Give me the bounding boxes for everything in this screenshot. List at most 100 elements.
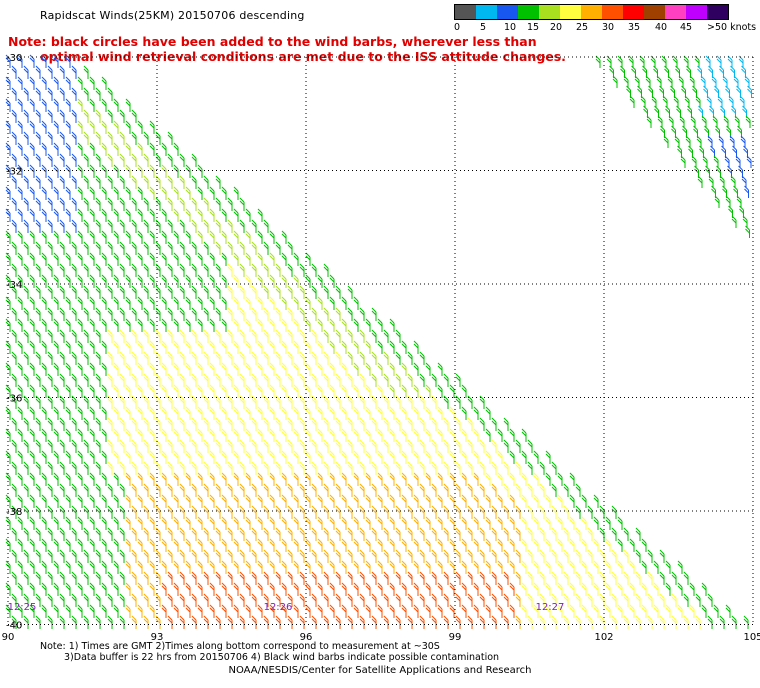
wind-barb xyxy=(23,571,29,585)
wind-barb xyxy=(645,75,651,88)
wind-barb xyxy=(47,263,53,277)
wind-barb xyxy=(191,197,197,211)
wind-barb xyxy=(269,538,275,552)
wind-barb xyxy=(395,571,401,585)
wind-barb xyxy=(101,384,107,398)
wind-barb xyxy=(263,241,269,255)
wind-barb xyxy=(29,296,35,310)
wind-barb xyxy=(41,494,47,508)
wind-barb xyxy=(353,560,359,574)
wind-barb xyxy=(173,516,179,530)
wind-barb xyxy=(527,505,533,519)
legend-swatch xyxy=(497,5,518,19)
wind-barb xyxy=(47,439,53,453)
wind-barb xyxy=(341,428,347,442)
wind-barb xyxy=(353,406,359,420)
wind-barb xyxy=(353,494,359,508)
wind-barb xyxy=(119,263,125,277)
wind-barb xyxy=(143,263,149,277)
wind-barb xyxy=(317,318,323,332)
wind-barb xyxy=(29,120,35,134)
wind-barb xyxy=(209,472,215,486)
wind-barb xyxy=(563,615,569,629)
wind-barb xyxy=(53,406,59,420)
wind-barb xyxy=(83,417,89,431)
wind-barb xyxy=(467,483,473,497)
wind-barb xyxy=(17,318,23,332)
wind-barb xyxy=(11,175,17,189)
wind-barb xyxy=(491,571,497,585)
wind-barb xyxy=(179,307,185,321)
wind-barb xyxy=(47,373,53,387)
wind-barb xyxy=(131,175,137,189)
wind-barb xyxy=(335,549,341,563)
wind-barb xyxy=(107,219,113,233)
wind-barb xyxy=(707,593,713,607)
wind-barb xyxy=(161,186,167,200)
wind-barb xyxy=(191,527,197,541)
wind-barb xyxy=(77,450,83,464)
wind-barb xyxy=(233,516,239,530)
wind-barb xyxy=(407,549,413,563)
wind-barb xyxy=(689,582,695,596)
wind-barb xyxy=(359,505,365,519)
wind-barb xyxy=(461,494,467,508)
wind-barb xyxy=(431,461,437,475)
wind-barb xyxy=(53,538,59,552)
wind-barb xyxy=(503,549,509,563)
legend-label: 40 xyxy=(655,22,668,33)
wind-barb xyxy=(371,307,377,321)
wind-barb xyxy=(311,505,317,519)
wind-barb xyxy=(347,395,353,409)
wind-barb xyxy=(725,604,731,618)
wind-barb xyxy=(89,340,95,354)
wind-barb xyxy=(551,461,557,475)
wind-barb xyxy=(740,135,746,148)
wind-barb xyxy=(125,340,131,354)
wind-barb xyxy=(65,428,71,442)
wind-barb xyxy=(293,362,299,376)
wind-barb xyxy=(509,428,515,442)
wind-barb xyxy=(131,241,137,255)
wind-barb xyxy=(233,340,239,354)
wind-barb xyxy=(197,450,203,464)
wind-barb xyxy=(455,549,461,563)
wind-barb xyxy=(353,384,359,398)
wind-barb xyxy=(407,571,413,585)
wind-barb xyxy=(173,230,179,244)
legend-label: 35 xyxy=(628,22,641,33)
wind-barb xyxy=(269,362,275,376)
wind-barb xyxy=(221,472,227,486)
wind-barb xyxy=(275,373,281,387)
wind-barb xyxy=(706,95,712,108)
wind-barb xyxy=(89,296,95,310)
wind-barb xyxy=(89,164,95,178)
wind-barb xyxy=(215,505,221,519)
wind-barb xyxy=(23,263,29,277)
wind-barb xyxy=(365,494,371,508)
wind-barb xyxy=(371,549,377,563)
wind-barb xyxy=(575,505,581,519)
wind-barb xyxy=(383,329,389,343)
longitude-label: 90 xyxy=(2,632,15,643)
wind-barb xyxy=(317,494,323,508)
legend-label: 25 xyxy=(576,22,589,33)
wind-barb xyxy=(83,65,89,79)
wind-barb xyxy=(389,406,395,420)
wind-barb xyxy=(545,538,551,552)
wind-barb xyxy=(299,505,305,519)
wind-barb xyxy=(59,505,65,519)
wind-barb xyxy=(293,494,299,508)
wind-barb xyxy=(83,351,89,365)
wind-barb xyxy=(245,274,251,288)
wind-barb xyxy=(185,274,191,288)
wind-barb xyxy=(155,483,161,497)
wind-barb xyxy=(245,604,251,618)
wind-barb xyxy=(461,472,467,486)
wind-barb xyxy=(437,384,443,398)
legend-label: 45 xyxy=(680,22,693,33)
wind-barb xyxy=(299,461,305,475)
wind-barb xyxy=(83,219,89,233)
wind-barb xyxy=(425,450,431,464)
wind-barb xyxy=(59,439,65,453)
